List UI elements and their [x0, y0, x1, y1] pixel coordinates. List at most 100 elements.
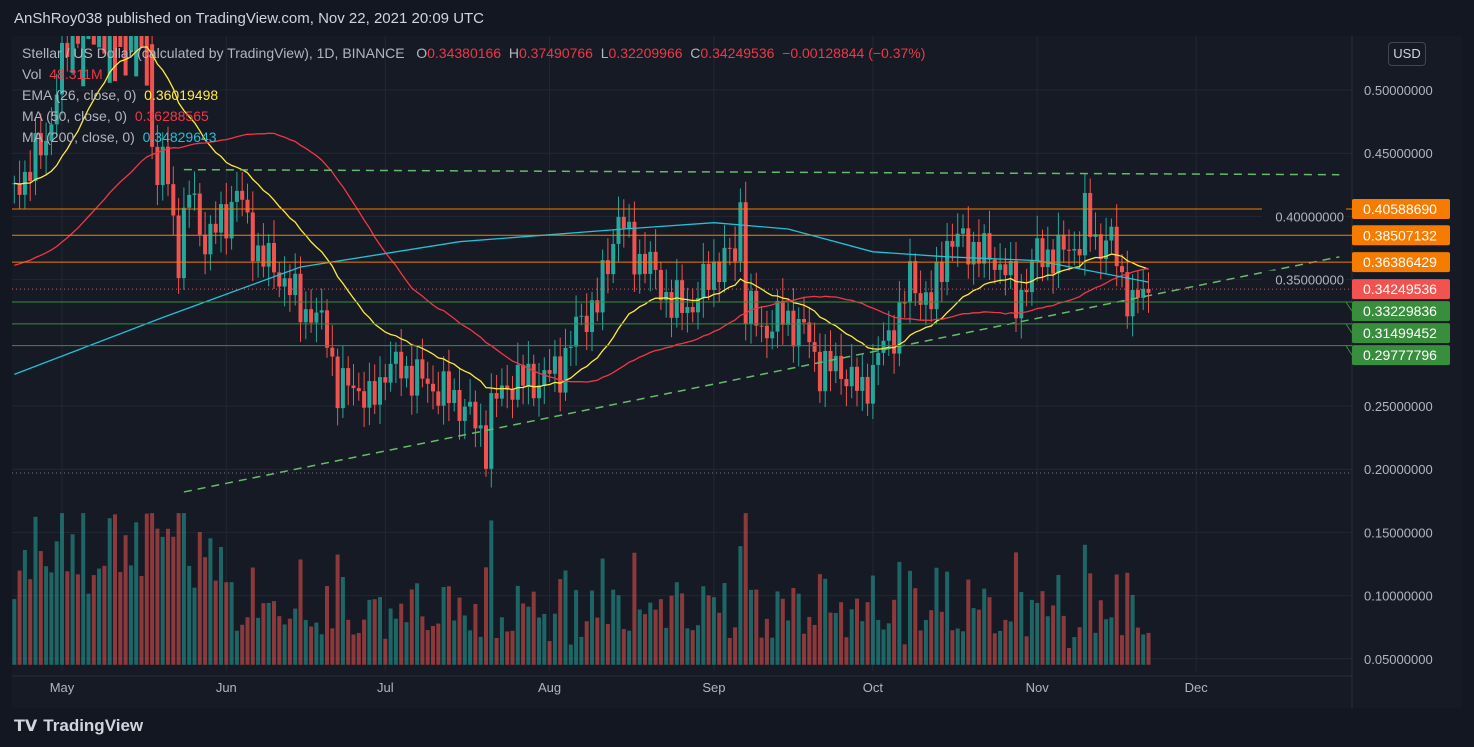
- volume-bar: [123, 535, 128, 665]
- candle-body: [855, 366, 859, 391]
- candle-body: [484, 425, 488, 469]
- candle-body: [749, 290, 753, 324]
- candle-body: [966, 228, 971, 265]
- volume-bar: [722, 583, 727, 665]
- candle-body: [1051, 249, 1056, 274]
- volume-bar: [1024, 636, 1029, 665]
- volume-bar: [22, 549, 27, 665]
- price-tick-label: 0.10000000: [1364, 589, 1433, 604]
- chart-area[interactable]: 0.40588690 0.38507132 0.36386429 0.34249536…: [12, 36, 1462, 708]
- candle-body: [383, 377, 388, 383]
- currency-button[interactable]: USD: [1388, 42, 1426, 66]
- ma50-legend[interactable]: MA (50, close, 0) 0.36288565: [22, 108, 209, 124]
- volume-bar: [489, 520, 494, 665]
- time-tick-label: Jun: [216, 680, 237, 695]
- volume-bar: [817, 574, 822, 665]
- volume-bar: [1125, 572, 1130, 665]
- candle-body: [611, 243, 616, 275]
- volume-bar: [664, 627, 669, 665]
- volume-bar: [65, 571, 70, 665]
- volume-bar: [584, 621, 589, 665]
- volume-bar: [229, 582, 234, 665]
- volume-bar: [44, 566, 49, 665]
- candle-body: [128, 36, 133, 51]
- candle-body: [86, 36, 91, 40]
- candle-body: [796, 319, 801, 347]
- publish-info: AnShRoy038 published on TradingView.com,…: [14, 10, 485, 27]
- volume-bar: [743, 513, 748, 665]
- price-tick-label-bg: [1262, 270, 1346, 289]
- volume-bar: [908, 570, 912, 665]
- candle-body: [1040, 238, 1045, 268]
- candle-body: [600, 260, 605, 313]
- tradingview-logo[interactable]: 𝗧𝗩 TradingView: [14, 716, 144, 735]
- candle-body: [1019, 289, 1024, 319]
- volume-bar: [484, 567, 488, 665]
- volume-bar: [674, 582, 679, 665]
- volume-bar: [171, 536, 176, 665]
- symbol-title: Stellar / US Dollar (calculated by Tradi…: [22, 45, 405, 61]
- volume-bar: [298, 559, 303, 665]
- candle-body: [892, 330, 897, 354]
- volume-bar: [939, 611, 944, 665]
- candle-body: [1072, 248, 1077, 251]
- volume-bar: [574, 590, 579, 665]
- candle-body: [229, 201, 234, 239]
- ma200-legend[interactable]: MA (200, close, 0) 0.34829643: [22, 129, 217, 145]
- volume-bar: [325, 586, 329, 665]
- candle-body: [97, 36, 102, 48]
- candle-body: [812, 342, 817, 352]
- volume-bar: [346, 619, 351, 665]
- volume-bar: [717, 612, 722, 665]
- candle-body: [664, 292, 669, 301]
- volume-bar: [780, 598, 785, 665]
- candle-body: [1135, 289, 1140, 298]
- price-chart[interactable]: 0.40588690 0.38507132 0.36386429 0.34249536…: [12, 36, 1462, 708]
- price-tick-label: 0.20000000: [1364, 462, 1433, 477]
- candle-body: [616, 216, 621, 244]
- volume-bar: [340, 576, 345, 665]
- candle-body: [33, 133, 38, 181]
- candle-body: [552, 356, 557, 374]
- candle-body: [409, 365, 414, 396]
- volume-bar: [616, 595, 621, 665]
- candle-body: [160, 146, 165, 186]
- volume-bar: [17, 570, 22, 665]
- price-label: 0.40588690: [1363, 201, 1437, 217]
- candle-body: [102, 36, 107, 54]
- candle-body: [245, 199, 250, 213]
- volume-bar: [531, 591, 536, 665]
- volume-bar: [1014, 552, 1018, 665]
- candle-body: [38, 133, 43, 156]
- candle-body: [934, 261, 939, 310]
- volume-bar: [886, 623, 891, 665]
- volume-bar: [987, 597, 992, 665]
- volume-bar: [637, 609, 642, 665]
- volume-bar: [1104, 619, 1109, 665]
- candle-body: [590, 300, 594, 333]
- volume-bar: [552, 613, 557, 665]
- candle-body: [505, 385, 510, 390]
- volume-bar: [971, 608, 976, 665]
- volume-bar: [139, 576, 144, 665]
- candle-body: [786, 310, 791, 325]
- ema-legend[interactable]: EMA (26, close, 0) 0.36019498: [22, 87, 219, 103]
- volume-bar: [203, 557, 208, 665]
- candle-body: [489, 393, 494, 469]
- volume-bar: [234, 630, 239, 665]
- candle-body: [219, 204, 223, 233]
- volume-bar: [727, 637, 732, 665]
- volume-bar: [54, 541, 59, 665]
- volume-bar: [1019, 591, 1024, 665]
- volume-bar: [102, 565, 107, 665]
- candle-body: [674, 280, 679, 318]
- candle-body: [494, 393, 499, 399]
- volume-bar: [568, 644, 573, 665]
- volume-bar: [558, 579, 563, 665]
- candle-body: [680, 280, 685, 313]
- candle-body: [113, 36, 117, 82]
- volume-bar: [802, 633, 806, 665]
- candle-body: [399, 351, 404, 379]
- candle-body: [319, 310, 324, 313]
- volume-bar: [833, 613, 838, 665]
